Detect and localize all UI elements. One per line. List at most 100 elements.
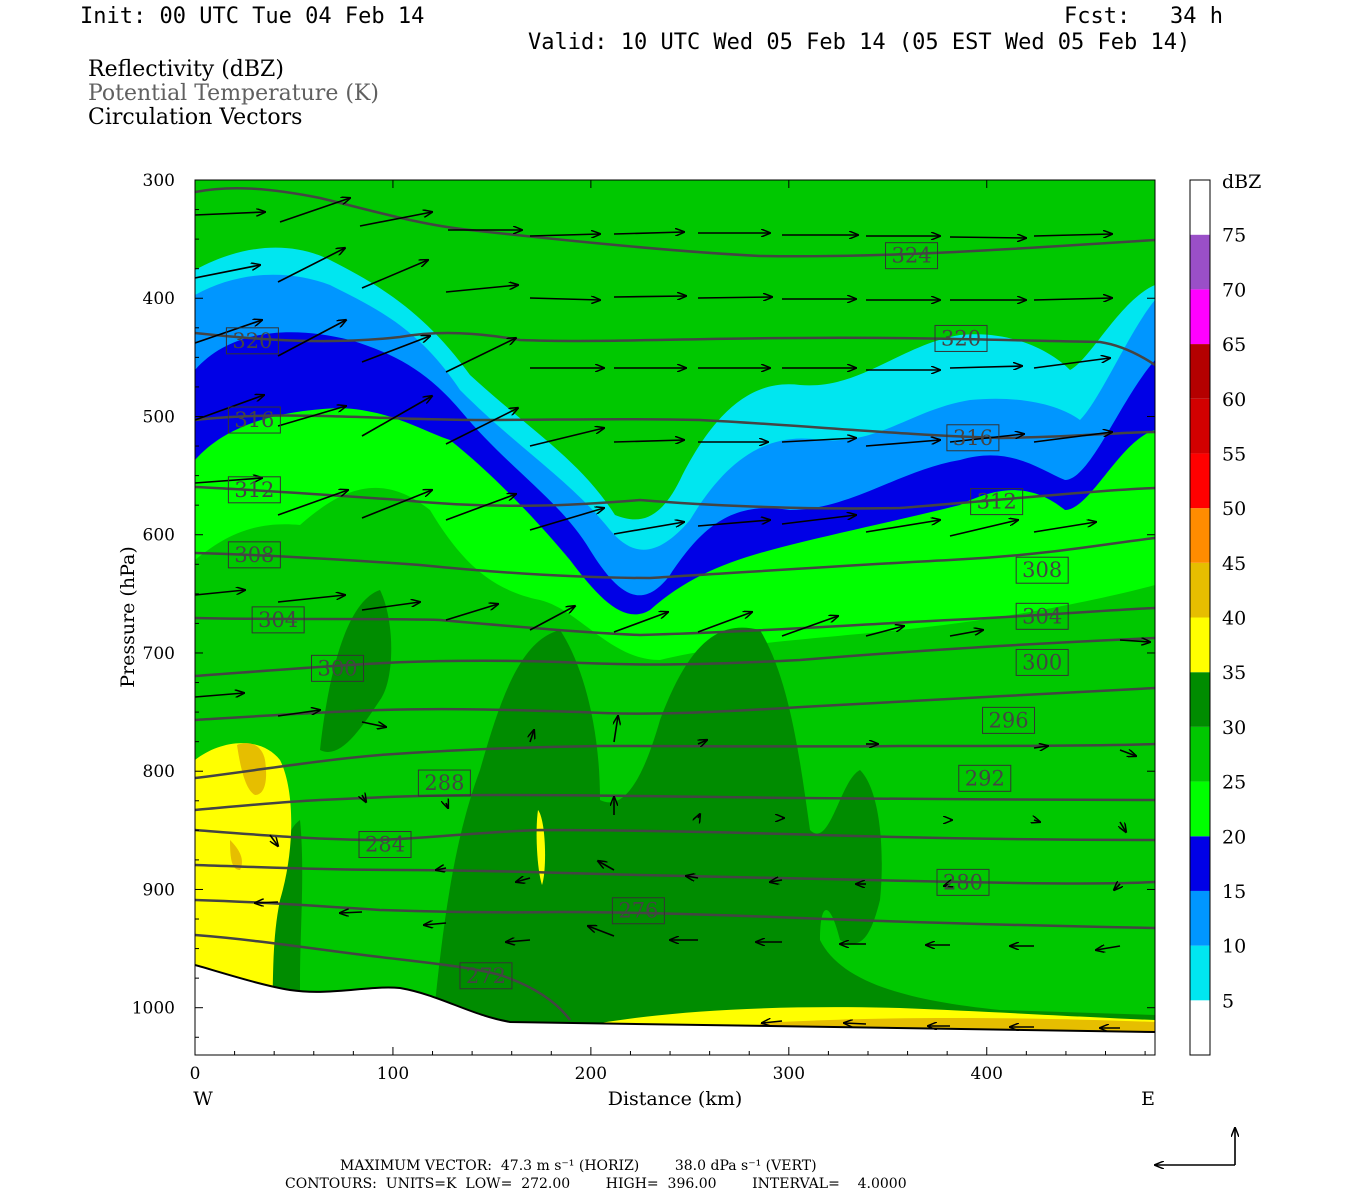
contour-label-box xyxy=(311,654,365,682)
refl-gold-spot xyxy=(237,743,267,795)
circulation-vector xyxy=(1034,820,1040,822)
contour-label-box xyxy=(251,606,305,634)
x-tick-label: 100 xyxy=(377,1064,409,1084)
circulation-vector xyxy=(446,803,448,808)
colorbar-cell xyxy=(1190,781,1210,837)
contour-label-box xyxy=(958,764,1012,792)
colorbar-cell xyxy=(1190,672,1210,727)
colorbar-cell xyxy=(1190,1000,1210,1055)
circulation-vector xyxy=(277,710,320,717)
circulation-vector xyxy=(949,630,983,637)
x-tick-label: 200 xyxy=(575,1064,607,1084)
circulation-vector xyxy=(279,198,350,223)
colorbar-level-label: 75 xyxy=(1222,225,1246,247)
y-tick-label: 700 xyxy=(143,644,175,664)
x-tick-label: 0 xyxy=(190,1064,201,1084)
theta-276 xyxy=(195,898,1155,930)
refl-darkgreen-core-2 xyxy=(430,627,1155,1055)
circulation-vector xyxy=(949,520,1018,537)
x-tick-label: 400 xyxy=(971,1064,1003,1084)
circulation-vectors xyxy=(195,198,1150,1028)
contour-info-note: CONTOURS: UNITS=K LOW= 272.00 HIGH= 396.… xyxy=(285,1176,907,1192)
colorbar-level-label: 25 xyxy=(1222,772,1246,794)
theta-280 xyxy=(195,863,1155,885)
circulation-vector xyxy=(614,716,618,743)
x-tick-label: 300 xyxy=(773,1064,805,1084)
colorbar-level-label: 40 xyxy=(1222,608,1246,630)
theta-contour-labels: 324 320 320 316 316 312 312 308 308 304 304 300 300 2… xyxy=(225,242,1069,990)
circulation-vector xyxy=(340,912,363,913)
theta-308 xyxy=(195,536,1155,580)
valid-time: Valid: 10 UTC Wed 05 Feb 14 (05 EST Wed … xyxy=(528,30,1191,55)
y-tick-label: 1000 xyxy=(132,999,175,1019)
circulation-vector xyxy=(529,234,600,236)
contour-label-box xyxy=(1015,602,1069,630)
legend-theta: Potential Temperature (K) xyxy=(88,81,379,106)
refl-yellow-streak xyxy=(536,810,546,885)
circulation-vector xyxy=(277,490,348,516)
colorbar-level-label: 10 xyxy=(1222,936,1246,958)
contour-label: 304 xyxy=(1022,604,1062,628)
contour-label: 292 xyxy=(965,766,1005,790)
circulation-vector xyxy=(781,438,856,443)
plot-frame xyxy=(194,179,1156,1056)
contour-label-box xyxy=(611,897,665,925)
colorbar-level-label: 5 xyxy=(1222,990,1234,1012)
circulation-vector xyxy=(697,520,770,527)
contour-label: 308 xyxy=(1022,558,1062,582)
colorbar-frame xyxy=(1189,179,1211,1056)
max-vector-note: MAXIMUM VECTOR: 47.3 m s⁻¹ (HORIZ) 38.0 … xyxy=(340,1158,817,1174)
colorbar-cell xyxy=(1190,508,1210,563)
circulation-vector xyxy=(697,297,772,298)
circulation-vector xyxy=(195,320,262,344)
init-time: Init: 00 UTC Tue 04 Feb 14 xyxy=(80,4,425,29)
circulation-vector xyxy=(529,298,600,300)
colorbar-level-label: 15 xyxy=(1222,881,1246,903)
circulation-vector xyxy=(1033,746,1048,748)
colorbar-cell xyxy=(1190,344,1210,399)
contour-label: 320 xyxy=(232,329,272,353)
circulation-vector xyxy=(1033,234,1112,236)
circulation-vector xyxy=(770,880,783,882)
circulation-vector xyxy=(949,434,1024,443)
contour-label: 312 xyxy=(977,490,1017,514)
circulation-vector xyxy=(588,926,615,937)
circulation-vector xyxy=(697,612,752,633)
circulation-vector xyxy=(762,1021,783,1023)
x-axis-ticks: 0 100 200 300 400 xyxy=(190,180,1146,1084)
circulation-vector xyxy=(529,428,604,447)
circulation-vector xyxy=(613,296,686,297)
contour-label: 276 xyxy=(618,899,658,923)
contour-label-box xyxy=(1015,556,1069,584)
contour-label-box xyxy=(885,242,939,270)
circulation-vector xyxy=(445,408,518,445)
contour-label: 304 xyxy=(258,608,298,632)
circulation-vector xyxy=(445,604,498,621)
circulation-vector xyxy=(949,237,1026,238)
circulation-vector xyxy=(781,515,856,525)
circulation-vector xyxy=(1033,298,1112,300)
circulation-vector xyxy=(781,616,838,637)
theta-292 xyxy=(195,742,1155,780)
contour-label: 300 xyxy=(317,656,357,680)
circulation-vector xyxy=(359,212,432,227)
colorbar-cell xyxy=(1190,453,1210,509)
circulation-vector xyxy=(506,940,531,942)
y-tick-label: 400 xyxy=(143,289,175,309)
theta-324 xyxy=(195,186,1155,258)
circulation-vector xyxy=(698,740,707,744)
contour-label: 324 xyxy=(891,244,931,268)
circulation-vector xyxy=(277,595,345,603)
x-end-label-west: W xyxy=(193,1088,213,1110)
circulation-vector xyxy=(195,693,244,698)
contour-label-box xyxy=(459,962,513,990)
theta-272 xyxy=(195,933,571,1021)
y-tick-label: 800 xyxy=(143,762,175,782)
circulation-vector xyxy=(1119,640,1150,642)
colorbar-cell xyxy=(1190,562,1210,618)
circulation-vector xyxy=(436,868,447,870)
colorbar-cell xyxy=(1190,617,1210,673)
theta-284 xyxy=(195,828,1155,842)
x-end-label-east: E xyxy=(1141,1088,1155,1110)
